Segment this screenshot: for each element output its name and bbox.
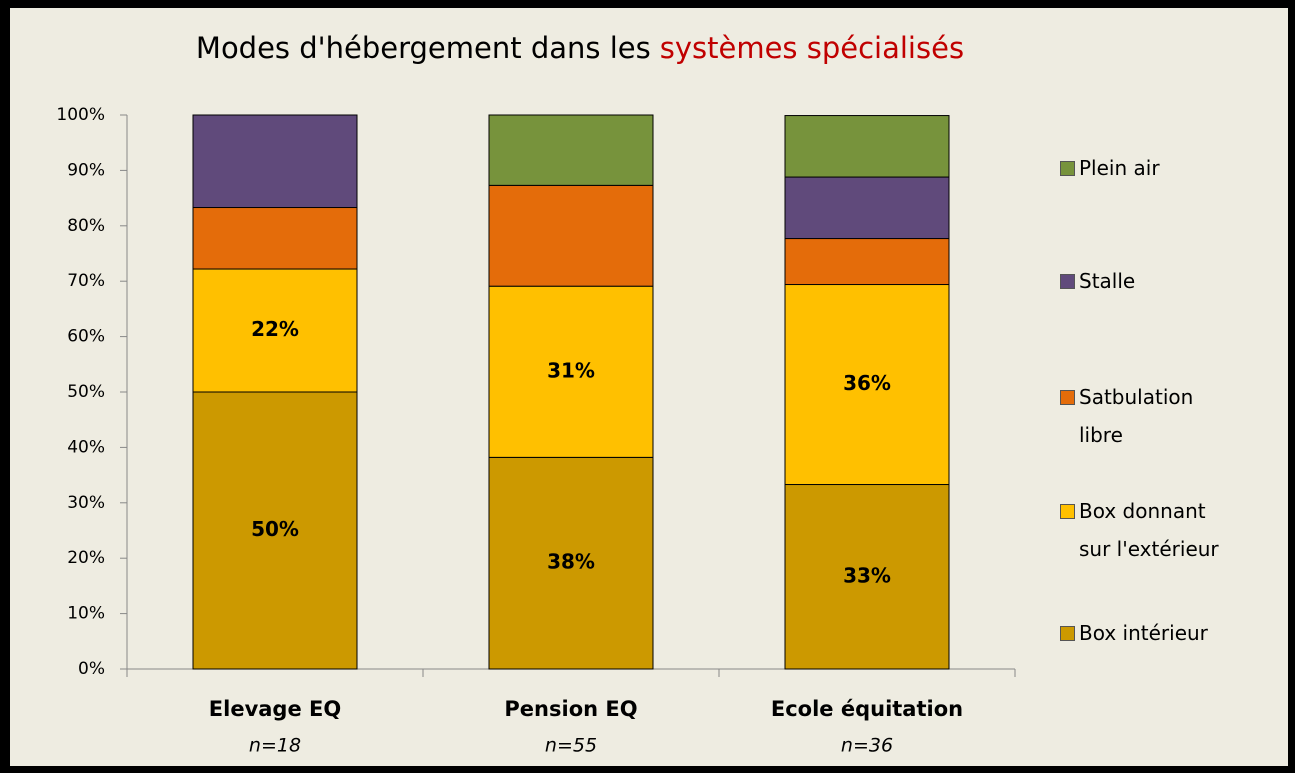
- data-label: 50%: [251, 517, 299, 541]
- bar-segment: [488, 184, 654, 287]
- data-label: 38%: [547, 550, 595, 574]
- x-tick-label: Ecole équitation: [771, 697, 963, 721]
- y-tick-label: 40%: [67, 437, 105, 457]
- y-tick-label: 60%: [67, 327, 105, 347]
- data-label: 36%: [843, 371, 891, 395]
- legend-label: Stalle: [1079, 269, 1136, 293]
- bar-segment: [784, 484, 950, 670]
- y-tick-label: 100%: [56, 105, 105, 125]
- legend-entry: Box intérieur: [1060, 614, 1275, 652]
- title-highlight: systèmes spécialisés: [660, 31, 964, 65]
- y-tick-label: 30%: [67, 493, 105, 513]
- chart-title: Modes d'hébergement dans les systèmes spé…: [196, 31, 964, 65]
- legend-swatch: [1060, 161, 1075, 176]
- bar-segment: [784, 238, 950, 286]
- data-label: 33%: [843, 563, 891, 587]
- legend-label: Box intérieur: [1079, 621, 1208, 645]
- legend-entry: Plein air: [1060, 149, 1275, 187]
- data-label: 22%: [251, 317, 299, 341]
- bar-segment: [488, 285, 654, 458]
- y-tick-label: 80%: [67, 216, 105, 236]
- category-note: n=18: [249, 735, 301, 757]
- legend-entry: Box donnant sur l'extérieur: [1060, 492, 1275, 568]
- bar-segment: [784, 284, 950, 486]
- bar-segment: [784, 115, 950, 178]
- legend-swatch: [1060, 626, 1075, 641]
- legend-label: Plein air: [1079, 156, 1160, 180]
- y-tick-label: 70%: [67, 271, 105, 291]
- bar-segment: [784, 176, 950, 240]
- title-text: Modes d'hébergement dans les: [196, 31, 651, 65]
- bar-segment: [488, 456, 654, 670]
- x-tick-label: Elevage EQ: [209, 697, 341, 721]
- bar-segment: [192, 207, 358, 270]
- y-tick-label: 90%: [67, 160, 105, 180]
- legend-label: Box donnant sur l'extérieur: [1079, 499, 1219, 561]
- data-label: 31%: [547, 358, 595, 382]
- legend-swatch: [1060, 504, 1075, 519]
- y-tick-label: 20%: [67, 548, 105, 568]
- bar-segment: [488, 114, 654, 186]
- bar-segment: [192, 114, 358, 209]
- legend-swatch: [1060, 390, 1075, 405]
- y-tick-label: 0%: [78, 659, 105, 679]
- category-note: n=36: [841, 735, 893, 757]
- y-tick-label: 50%: [67, 382, 105, 402]
- legend-entry: Stalle: [1060, 262, 1275, 300]
- category-note: n=55: [545, 735, 597, 757]
- legend-label: Satbulation libre: [1079, 385, 1194, 447]
- y-tick-label: 10%: [67, 604, 105, 624]
- x-tick-label: Pension EQ: [504, 697, 637, 721]
- bar-segment: [192, 391, 358, 670]
- legend-entry: Satbulation libre: [1060, 378, 1275, 454]
- legend-swatch: [1060, 274, 1075, 289]
